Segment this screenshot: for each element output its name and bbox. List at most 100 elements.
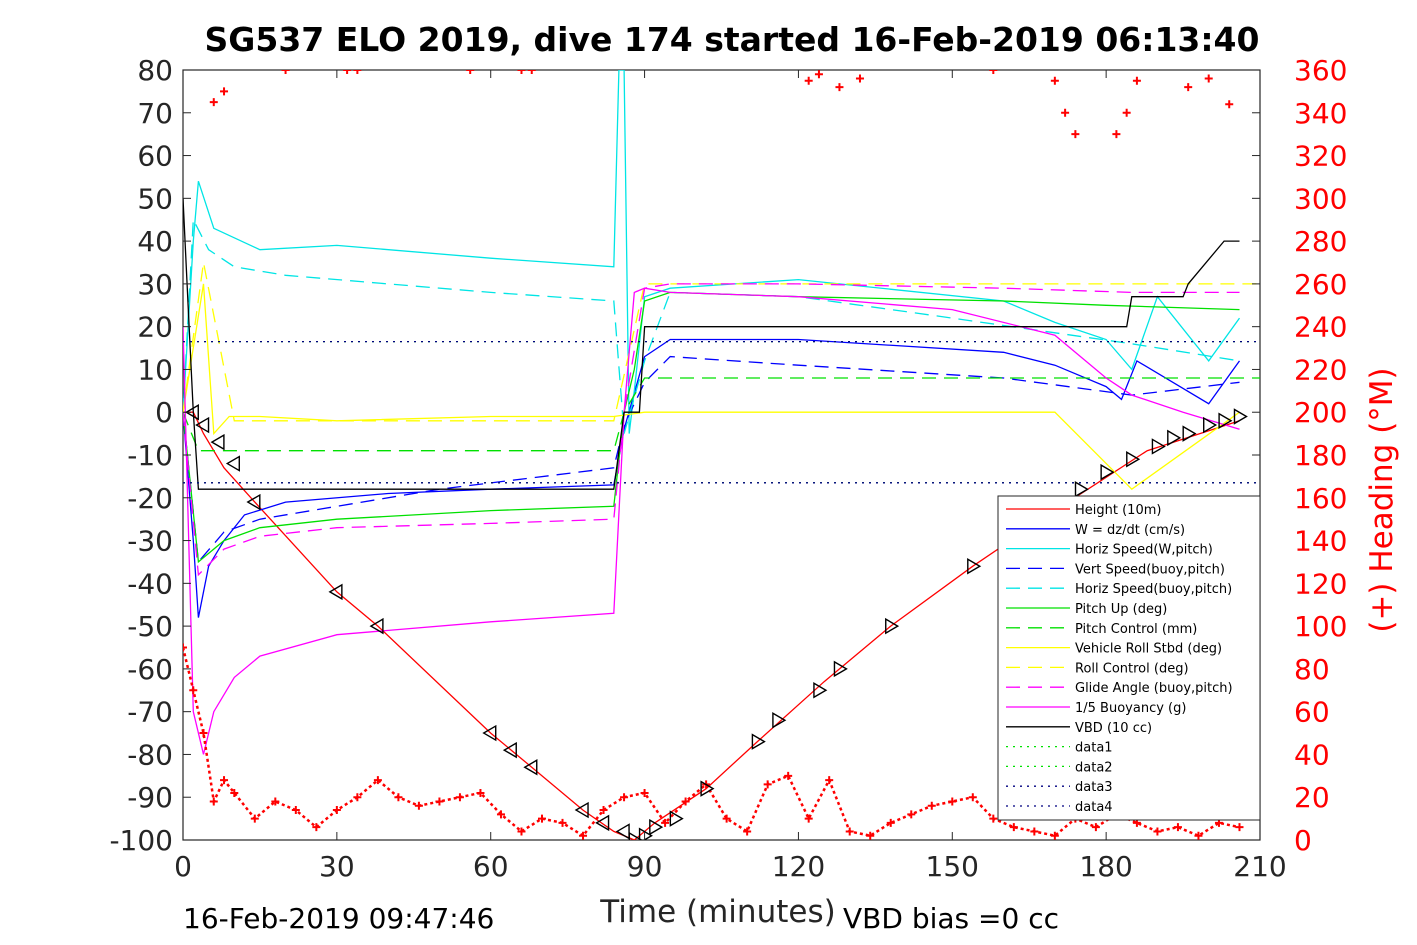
left-tick-label: -30: [127, 525, 173, 558]
x-tick-label: 30: [319, 850, 355, 883]
heading-point: [681, 797, 690, 806]
height-triangle-marker: [574, 801, 589, 819]
legend-label: data1: [1075, 741, 1113, 756]
right-tick-label: 360: [1294, 54, 1347, 87]
height-triangle-marker: [523, 759, 538, 776]
heading-point: [373, 776, 382, 785]
heading-point: [1050, 76, 1059, 85]
series-line-9: [183, 283, 1240, 577]
height-triangle-marker: [751, 733, 766, 750]
heading-point: [835, 83, 844, 92]
left-tick-label: -20: [127, 482, 173, 515]
legend-label: Roll Control (deg): [1075, 661, 1189, 676]
heading-point: [722, 814, 731, 823]
heading-point: [230, 788, 239, 797]
legend-label: data4: [1075, 800, 1113, 815]
left-tick-label: -60: [127, 653, 173, 686]
height-triangle-marker: [1126, 451, 1141, 468]
heading-point: [220, 87, 229, 96]
height-triangle-marker: [1218, 412, 1233, 429]
legend-label: Horiz Speed(W,pitch): [1075, 543, 1213, 558]
legend-label: Height (10m): [1075, 503, 1161, 518]
height-triangle-marker: [369, 617, 384, 635]
right-tick-label: 300: [1294, 182, 1347, 215]
left-tick-label: 40: [137, 225, 173, 258]
heading-point: [804, 76, 813, 85]
footer-vbd-bias: VBD bias =0 cc: [843, 902, 1059, 935]
left-tick-label: -50: [127, 610, 173, 643]
heading-point: [814, 70, 823, 79]
right-tick-label: 20: [1294, 781, 1330, 814]
heading-point: [1112, 130, 1121, 139]
right-tick-label: 120: [1294, 567, 1347, 600]
legend-label: Horiz Speed(buoy,pitch): [1075, 582, 1232, 597]
x-tick-label: 150: [926, 850, 979, 883]
height-triangle-marker: [1167, 429, 1182, 447]
legend-label: 1/5 Buoyancy (g): [1075, 701, 1186, 716]
height-triangle-marker: [195, 416, 210, 434]
height-triangle-marker: [669, 810, 684, 827]
heading-point: [1184, 83, 1193, 92]
heading-point: [1225, 100, 1234, 109]
right-tick-label: 180: [1294, 439, 1347, 472]
x-tick-label: 180: [1079, 850, 1132, 883]
left-tick-label: 20: [137, 311, 173, 344]
left-tick-label: 30: [137, 268, 173, 301]
heading-point: [1132, 76, 1141, 85]
heading-point: [281, 70, 290, 74]
heading-point: [855, 74, 864, 83]
height-triangle-marker: [482, 724, 497, 742]
right-tick-label: 100: [1294, 610, 1347, 643]
heading-point: [527, 70, 536, 74]
legend-items: Height (10m) W = dz/dt (cm/s) Horiz Speed(…: [1006, 503, 1233, 815]
left-tick-label: -40: [127, 567, 173, 600]
x-tick-label: 90: [627, 850, 663, 883]
legend: Height (10m) W = dz/dt (cm/s) Horiz Speed(…: [997, 495, 1261, 821]
right-tick-label: 340: [1294, 97, 1347, 130]
legend-label: data2: [1075, 760, 1113, 775]
heading-point: [209, 98, 218, 107]
height-triangle-marker: [210, 433, 225, 451]
height-triangle-marker: [967, 558, 982, 575]
series-line-6: [183, 377, 1260, 452]
left-tick-label: 50: [137, 182, 173, 215]
left-tick-label: -70: [127, 696, 173, 729]
heading-point: [661, 818, 670, 827]
left-tick-label: -80: [127, 738, 173, 771]
series-line-7: [183, 283, 1240, 491]
right-tick-label: 320: [1294, 140, 1347, 173]
legend-label: Pitch Up (deg): [1075, 602, 1167, 617]
right-tick-label: 0: [1294, 824, 1312, 857]
right-tick-label: 160: [1294, 482, 1347, 515]
left-tick-label: 0: [155, 396, 173, 429]
right-tick-label: 260: [1294, 268, 1347, 301]
height-triangle-marker: [246, 493, 261, 511]
right-tick-label: 60: [1294, 696, 1330, 729]
heading-point: [496, 810, 505, 819]
right-tick-label: 80: [1294, 653, 1330, 686]
height-triangle-marker: [225, 455, 240, 472]
left-axis: 80 70 60 50 40 30 20 10 0 -10 -20 -30 -40 -50 -60 -70 -8…: [109, 54, 191, 857]
height-triangle-marker: [615, 823, 630, 840]
footer-timestamp: 16-Feb-2019 09:47:46: [183, 902, 494, 935]
left-tick-label: -90: [127, 781, 173, 814]
x-axis-label: Time (minutes): [599, 894, 835, 930]
heading-point: [183, 643, 187, 652]
heading-point: [312, 823, 321, 832]
legend-label: W = dz/dt (cm/s): [1075, 523, 1185, 538]
marker-layer: [183, 70, 1248, 840]
right-tick-label: 200: [1294, 396, 1347, 429]
left-tick-label: 10: [137, 353, 173, 386]
height-triangle-marker: [833, 660, 848, 678]
height-triangle-marker: [1182, 425, 1197, 442]
height-triangle-marker: [772, 712, 787, 729]
heading-point: [1204, 74, 1213, 83]
height-triangle-marker: [1233, 408, 1248, 425]
legend-label: data3: [1075, 780, 1113, 795]
height-triangle-marker: [649, 818, 664, 836]
height-triangle-marker: [502, 741, 517, 759]
heading-point: [343, 70, 352, 74]
height-triangle-marker: [700, 780, 715, 797]
right-tick-label: 140: [1294, 525, 1347, 558]
series-line-11: [183, 198, 1240, 490]
